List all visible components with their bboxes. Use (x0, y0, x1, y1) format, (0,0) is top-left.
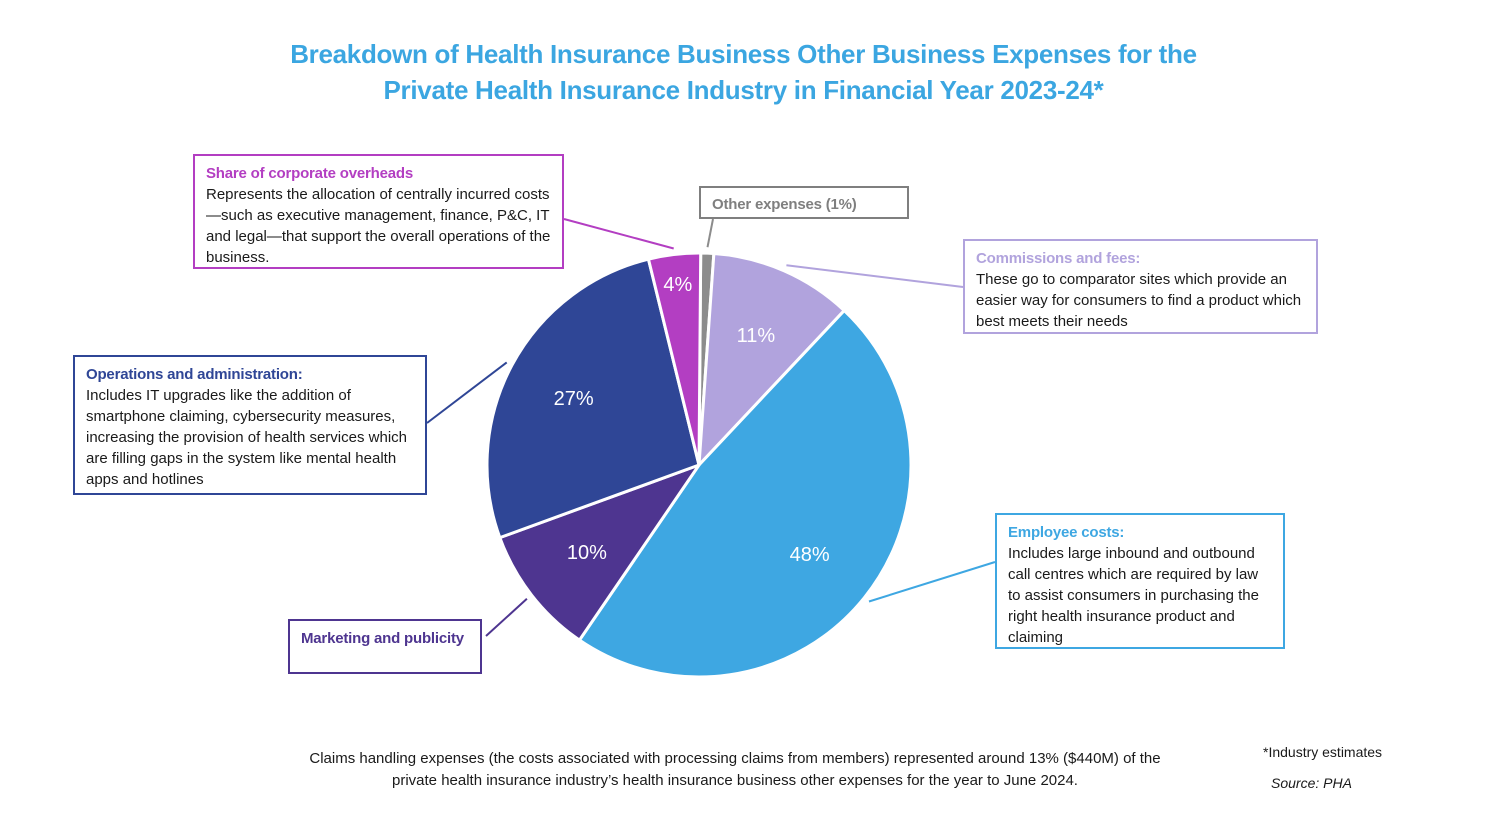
leader-line-employee (868, 561, 996, 603)
callout-employee-costs: Employee costs: Includes large inbound a… (995, 513, 1285, 649)
callout-operations-administration-heading: Operations and administration: (86, 366, 303, 383)
callout-operations-administration: Operations and administration: Includes … (73, 355, 427, 495)
callout-commissions-fees-heading: Commissions and fees: (976, 250, 1141, 267)
callout-other-expenses: Other expenses (1%) (699, 186, 909, 219)
callout-marketing-publicity: Marketing and publicity (288, 619, 482, 674)
callout-employee-costs-heading: Employee costs: (1008, 524, 1125, 541)
callout-other-expenses-heading: Other expenses (1%) (712, 196, 857, 213)
source-note: Source: PHA (1271, 775, 1352, 791)
leader-line-marketing (485, 598, 528, 637)
chart-title: Breakdown of Health Insurance Business O… (0, 36, 1487, 108)
slice-label-marketing: 10% (567, 542, 607, 564)
footnote: Claims handling expenses (the costs asso… (309, 750, 1161, 789)
callout-operations-administration-text: Includes IT upgrades like the addition o… (86, 387, 407, 488)
callout-commissions-fees: Commissions and fees: These go to compar… (963, 239, 1318, 334)
leader-line-overheads (563, 218, 674, 250)
chart-title-line-2: Private Health Insurance Industry in Fin… (383, 75, 1104, 105)
slice-labels: 11% 48% 10% 27% 4% (554, 274, 830, 566)
pie-slice-employee (577, 309, 913, 679)
pie-slice-overheads (646, 251, 703, 467)
callout-commissions-fees-text: These go to comparator sites which provi… (976, 271, 1302, 330)
chart-title-line-1: Breakdown of Health Insurance Business O… (290, 39, 1197, 69)
pie-slice-marketing (498, 463, 701, 642)
pie-slice-commissions (697, 252, 846, 467)
leader-line-other (706, 218, 714, 248)
callout-corporate-overheads-heading: Share of corporate overheads (206, 165, 413, 182)
slice-label-employee: 48% (790, 544, 830, 566)
pie-slices (485, 251, 913, 679)
slice-label-overheads: 4% (663, 274, 692, 296)
leader-line-commissions (786, 264, 964, 288)
slice-label-operations: 27% (554, 388, 594, 410)
callout-employee-costs-text: Includes large inbound and outbound call… (1008, 545, 1259, 646)
pie-slice-operations (485, 257, 701, 540)
callout-corporate-overheads-text: Represents the allocation of centrally i… (206, 186, 551, 266)
leader-line-operations (426, 361, 508, 424)
slice-label-commissions: 11% (737, 325, 776, 347)
leader-lines (426, 218, 996, 637)
callout-marketing-publicity-heading: Marketing and publicity (301, 630, 464, 647)
industry-estimates-note: *Industry estimates (1263, 744, 1383, 760)
callout-corporate-overheads: Share of corporate overheads Represents … (193, 154, 564, 269)
